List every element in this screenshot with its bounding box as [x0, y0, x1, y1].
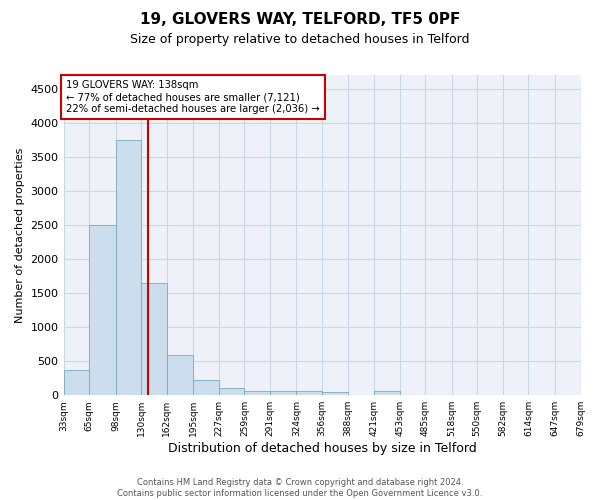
Bar — [322, 392, 347, 395]
Bar — [64, 370, 89, 395]
Bar — [116, 140, 141, 395]
Text: Size of property relative to detached houses in Telford: Size of property relative to detached ho… — [130, 32, 470, 46]
Bar — [141, 283, 167, 395]
Bar — [219, 388, 244, 395]
Bar — [296, 392, 322, 395]
Bar — [374, 391, 400, 395]
Bar — [244, 391, 270, 395]
Bar — [167, 355, 193, 395]
Bar — [89, 225, 116, 395]
X-axis label: Distribution of detached houses by size in Telford: Distribution of detached houses by size … — [167, 442, 476, 455]
Bar — [270, 392, 296, 395]
Bar — [193, 380, 219, 395]
Text: 19 GLOVERS WAY: 138sqm
← 77% of detached houses are smaller (7,121)
22% of semi-: 19 GLOVERS WAY: 138sqm ← 77% of detached… — [66, 80, 320, 114]
Text: Contains HM Land Registry data © Crown copyright and database right 2024.
Contai: Contains HM Land Registry data © Crown c… — [118, 478, 482, 498]
Text: 19, GLOVERS WAY, TELFORD, TF5 0PF: 19, GLOVERS WAY, TELFORD, TF5 0PF — [140, 12, 460, 28]
Y-axis label: Number of detached properties: Number of detached properties — [15, 148, 25, 323]
